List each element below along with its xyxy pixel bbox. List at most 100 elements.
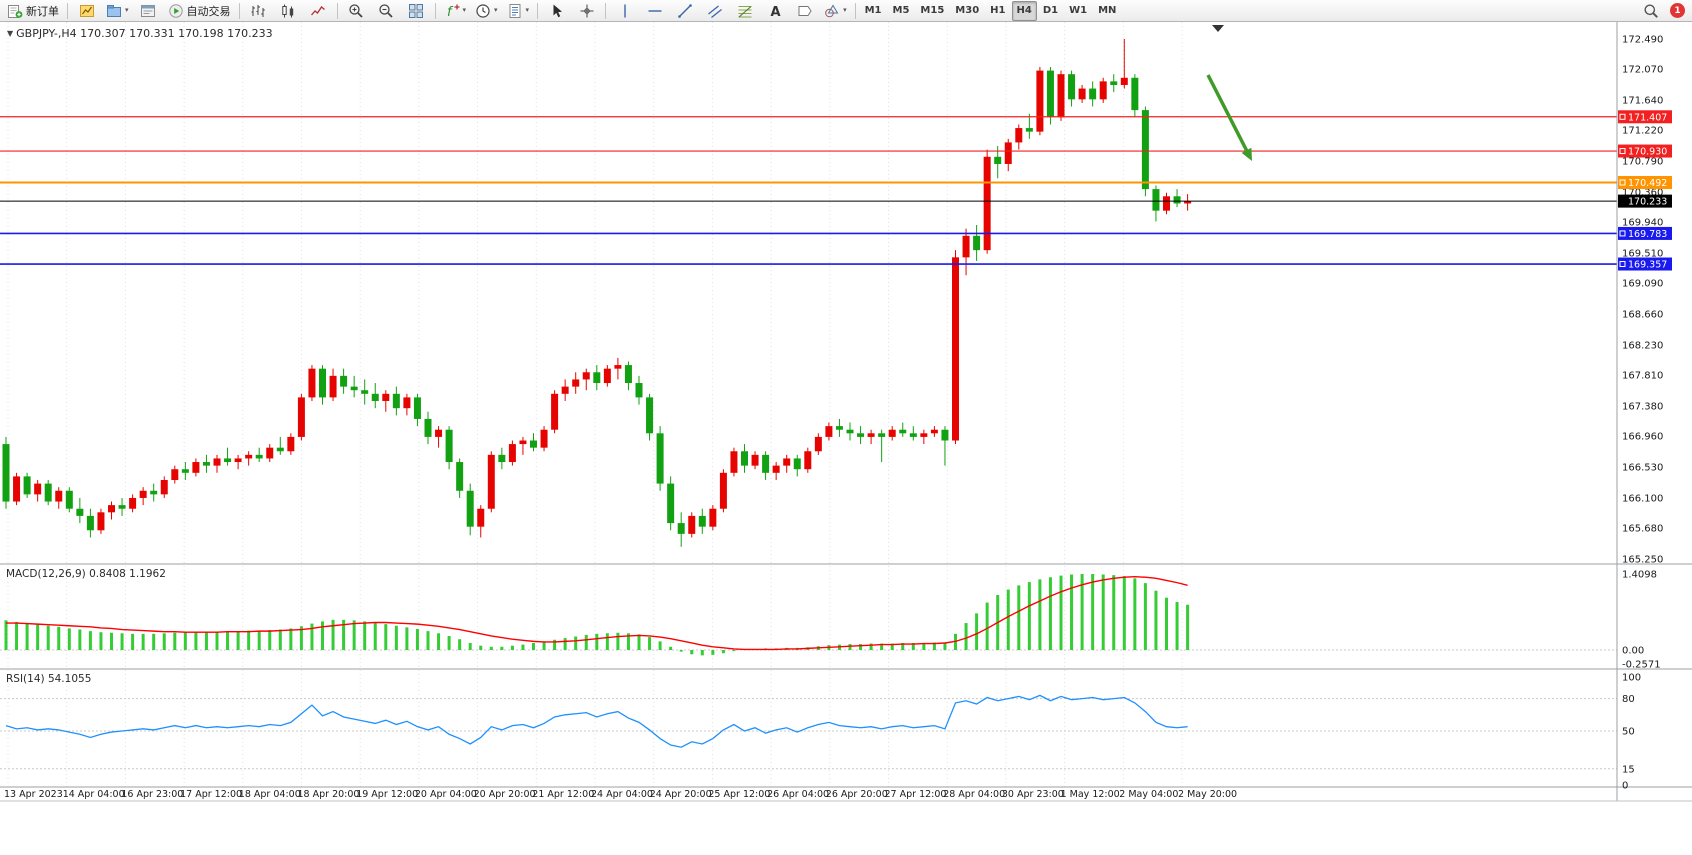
svg-text:1 May 12:00: 1 May 12:00 bbox=[1061, 789, 1120, 800]
trendline-button[interactable] bbox=[670, 0, 699, 21]
autotrade-button[interactable]: 自动交易 bbox=[164, 0, 235, 21]
svg-text:170.360: 170.360 bbox=[1622, 187, 1663, 198]
toolbar-separator bbox=[537, 2, 539, 19]
hline-icon bbox=[648, 9, 662, 12]
svg-text:168.660: 168.660 bbox=[1622, 310, 1663, 321]
price-chart[interactable]: 172.490 172.070 171.640 171.220 170.790 170.3… bbox=[0, 22, 1692, 855]
templates-icon bbox=[509, 3, 521, 18]
svg-text:171.220: 171.220 bbox=[1622, 126, 1663, 137]
svg-text:166.960: 166.960 bbox=[1622, 432, 1663, 443]
chart-window: 172.490 172.070 171.640 171.220 170.790 170.3… bbox=[0, 22, 1692, 855]
tile-windows-button[interactable] bbox=[402, 0, 431, 21]
periods-icon bbox=[476, 3, 490, 18]
notification-badge[interactable]: 1 bbox=[1670, 3, 1685, 18]
svg-text:28 Apr 04:00: 28 Apr 04:00 bbox=[943, 789, 1005, 800]
svg-text:26 Apr 20:00: 26 Apr 20:00 bbox=[826, 789, 888, 800]
search-button[interactable] bbox=[1636, 0, 1665, 21]
timeframe-button-d1[interactable]: D1 bbox=[1042, 5, 1059, 16]
profiles-icon bbox=[107, 4, 121, 17]
svg-text:27 Apr 12:00: 27 Apr 12:00 bbox=[885, 789, 947, 800]
channel-icon bbox=[707, 4, 722, 18]
svg-text:18 Apr 20:00: 18 Apr 20:00 bbox=[298, 789, 360, 800]
svg-text:18 Apr 04:00: 18 Apr 04:00 bbox=[239, 789, 301, 800]
svg-text:170.492: 170.492 bbox=[1628, 178, 1667, 189]
timeframe-button-m15[interactable]: M15 bbox=[920, 5, 945, 16]
autotrade-button-label: 自动交易 bbox=[186, 4, 231, 18]
vline-icon bbox=[623, 4, 626, 17]
svg-text:20 Apr 04:00: 20 Apr 04:00 bbox=[415, 789, 477, 800]
new-chart-button[interactable] bbox=[72, 0, 101, 21]
timeframe-button-h4[interactable]: H4 bbox=[1011, 0, 1037, 21]
svg-text:30 Apr 23:00: 30 Apr 23:00 bbox=[1002, 789, 1064, 800]
svg-text:166.530: 166.530 bbox=[1622, 463, 1663, 474]
chevron-down-icon: ▾ bbox=[125, 6, 129, 14]
svg-text:f: f bbox=[447, 5, 454, 19]
svg-text:170.790: 170.790 bbox=[1622, 157, 1663, 168]
rsi-label: RSI(14) 54.1055 bbox=[6, 673, 92, 685]
timeframe-button-m30[interactable]: M30 bbox=[955, 5, 980, 16]
crosshair-button[interactable] bbox=[572, 0, 601, 21]
fibonacci-icon bbox=[738, 5, 752, 17]
timeframe-button-m1[interactable]: M1 bbox=[864, 5, 882, 16]
svg-text:14 Apr 04:00: 14 Apr 04:00 bbox=[63, 789, 125, 800]
zoom-out-button[interactable] bbox=[372, 0, 401, 21]
svg-text:168.230: 168.230 bbox=[1622, 340, 1663, 351]
timeframe-button-h1[interactable]: H1 bbox=[990, 5, 1006, 16]
new-order-icon bbox=[8, 4, 23, 18]
svg-text:0: 0 bbox=[1622, 781, 1628, 792]
svg-text:167.380: 167.380 bbox=[1622, 402, 1663, 413]
bar-chart-button[interactable] bbox=[244, 0, 273, 21]
zoom-out-icon bbox=[379, 3, 393, 18]
timeframe-button-w1[interactable]: W1 bbox=[1069, 5, 1088, 16]
svg-text:169.090: 169.090 bbox=[1622, 279, 1663, 290]
svg-text:13 Apr 2023: 13 Apr 2023 bbox=[4, 789, 63, 800]
vertical-line-button[interactable] bbox=[610, 0, 639, 21]
svg-text:170.930: 170.930 bbox=[1628, 147, 1667, 158]
new-order-button[interactable]: 新订单 bbox=[3, 0, 63, 21]
svg-text:166.100: 166.100 bbox=[1622, 493, 1663, 504]
chart-title: ▼ GBPJPY-,H4 170.307 170.331 170.198 170.… bbox=[7, 27, 273, 40]
svg-text:169.357: 169.357 bbox=[1628, 260, 1667, 271]
svg-text:171.407: 171.407 bbox=[1628, 112, 1667, 123]
candlestick-button[interactable] bbox=[274, 0, 303, 21]
timeframe-button-mn[interactable]: MN bbox=[1098, 5, 1117, 16]
svg-text:20 Apr 20:00: 20 Apr 20:00 bbox=[474, 789, 536, 800]
label-button[interactable] bbox=[790, 0, 819, 21]
svg-text:167.810: 167.810 bbox=[1622, 371, 1663, 382]
svg-text:1.4098: 1.4098 bbox=[1622, 570, 1657, 581]
terminal-button[interactable] bbox=[134, 0, 163, 21]
profiles-button[interactable]: ▾ bbox=[102, 0, 133, 21]
indicators-icon: f bbox=[447, 4, 460, 19]
shapes-button[interactable]: ▾ bbox=[820, 0, 851, 21]
text-button[interactable]: A bbox=[760, 0, 789, 21]
svg-text:172.490: 172.490 bbox=[1622, 35, 1663, 46]
line-chart-icon bbox=[311, 5, 325, 15]
zoom-in-button[interactable] bbox=[342, 0, 371, 21]
chart-title-text: GBPJPY-,H4 170.307 170.331 170.198 170.2… bbox=[16, 27, 273, 40]
cursor-icon bbox=[553, 4, 562, 17]
templates-button[interactable]: ▾ bbox=[503, 0, 534, 21]
svg-text:19 Apr 12:00: 19 Apr 12:00 bbox=[356, 789, 418, 800]
toolbar-separator bbox=[854, 2, 856, 19]
chevron-down-icon: ▼ bbox=[7, 29, 14, 38]
chevron-down-icon: ▾ bbox=[525, 6, 530, 14]
channel-button[interactable] bbox=[700, 0, 729, 21]
fibonacci-button[interactable] bbox=[730, 0, 759, 21]
horizontal-line-button[interactable] bbox=[640, 0, 669, 21]
timeframe-button-m5[interactable]: M5 bbox=[892, 5, 910, 16]
svg-text:169.940: 169.940 bbox=[1622, 218, 1663, 229]
svg-text:26 Apr 04:00: 26 Apr 04:00 bbox=[767, 789, 829, 800]
trendline-icon bbox=[677, 3, 692, 18]
new-order-button-label: 新订单 bbox=[26, 4, 59, 18]
cursor-button[interactable] bbox=[542, 0, 571, 21]
line-chart-button[interactable] bbox=[304, 0, 333, 21]
svg-text:25 Apr 12:00: 25 Apr 12:00 bbox=[708, 789, 770, 800]
svg-text:21 Apr 12:00: 21 Apr 12:00 bbox=[532, 789, 594, 800]
periods-button[interactable]: ▾ bbox=[471, 0, 502, 21]
indicators-button[interactable]: f ▾ bbox=[440, 0, 471, 21]
svg-text:80: 80 bbox=[1622, 694, 1635, 705]
svg-text:165.680: 165.680 bbox=[1622, 524, 1663, 535]
svg-text:17 Apr 12:00: 17 Apr 12:00 bbox=[180, 789, 242, 800]
candlestick-icon bbox=[282, 4, 294, 17]
crosshair-icon bbox=[580, 4, 594, 17]
